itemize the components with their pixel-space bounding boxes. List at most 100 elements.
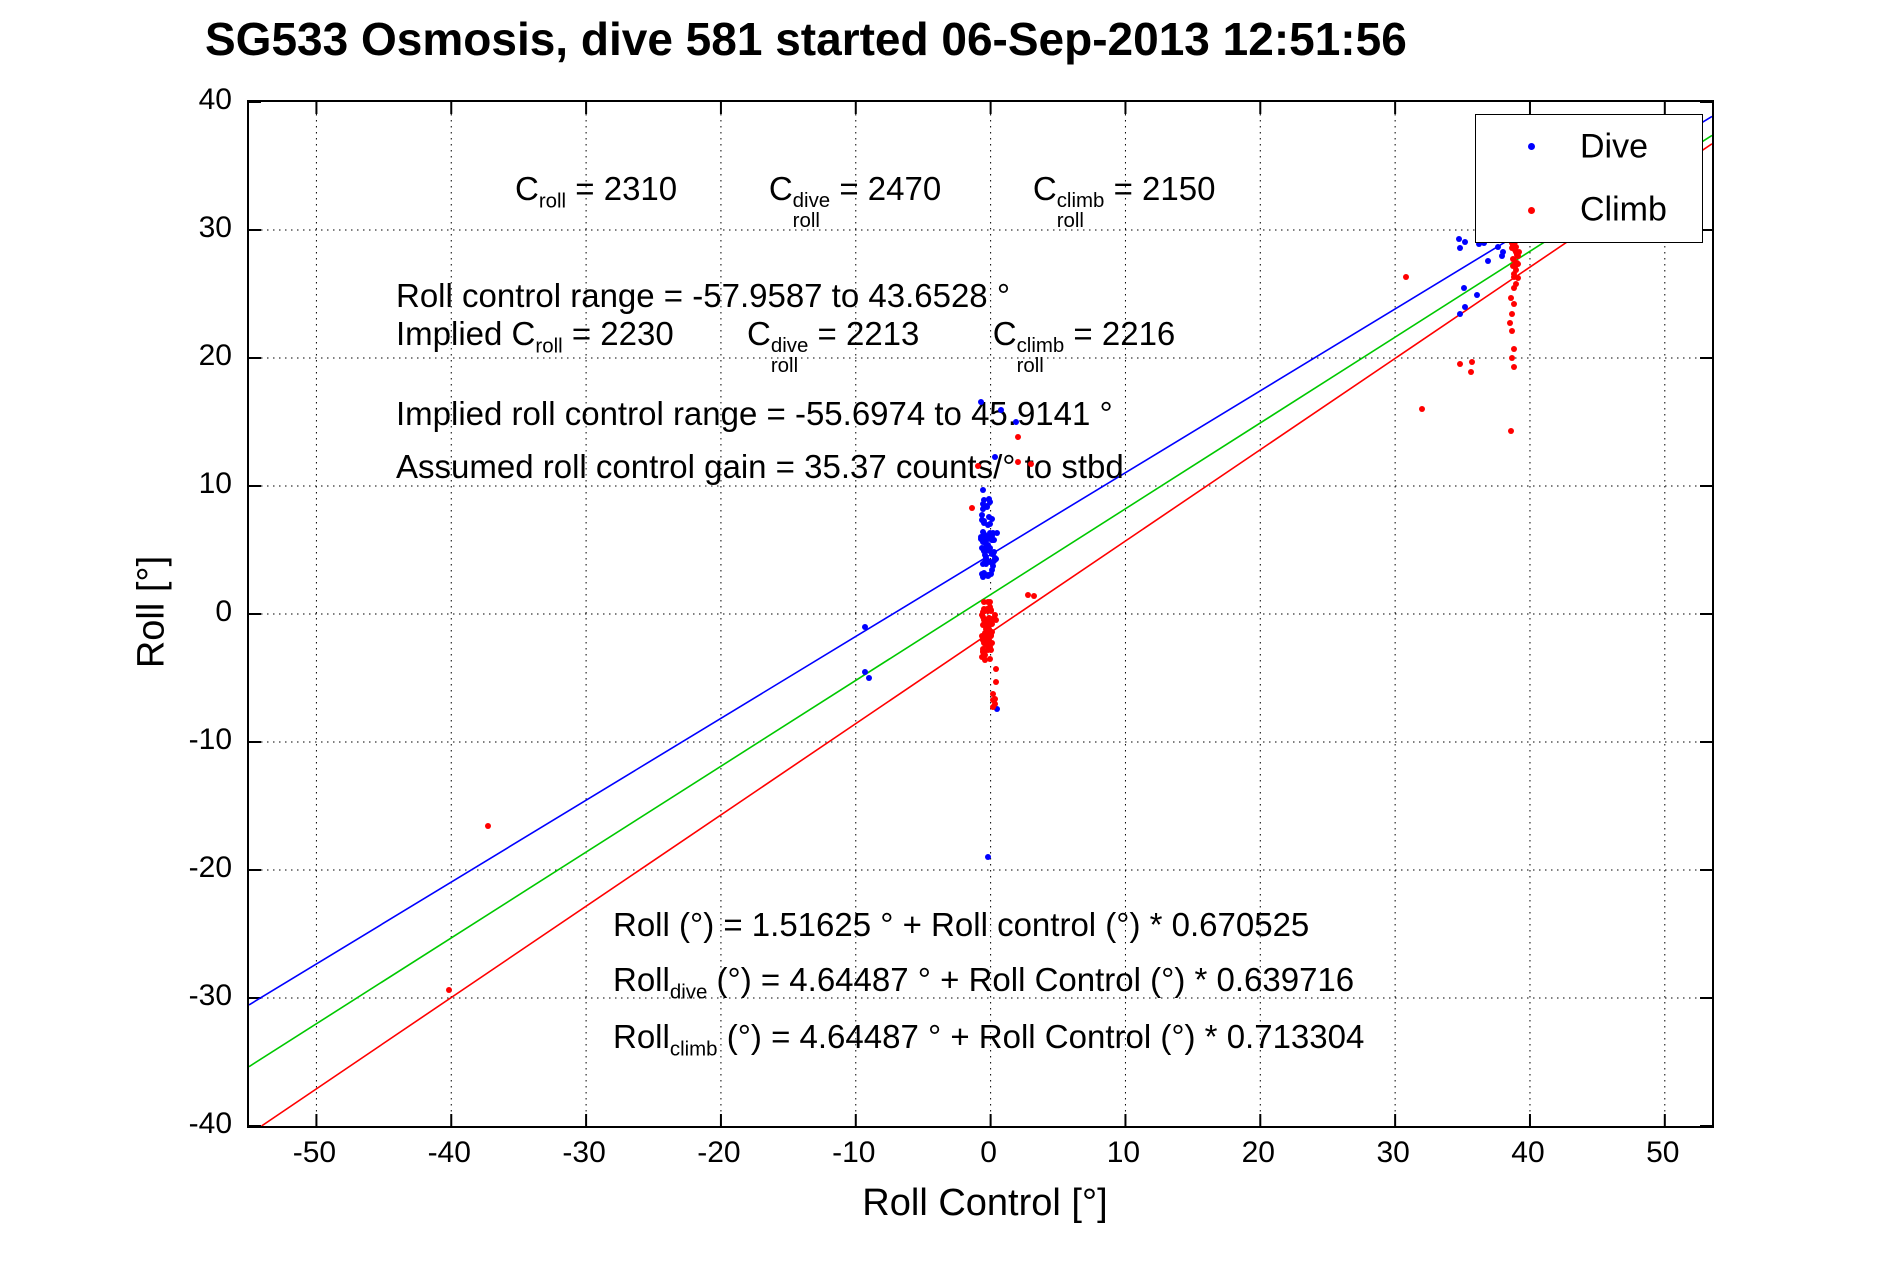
x-tick-label: -10 [832,1136,876,1169]
dive-data-point [986,559,993,566]
x-axis-label: Roll Control [°] [862,1182,1108,1224]
dive-data-point [989,563,996,570]
dive-data-point [1494,243,1501,250]
climb-data-point [1511,284,1518,291]
climb-data-point [1509,311,1516,318]
climb-data-point [1467,369,1474,376]
climb-data-point [980,647,987,654]
dive-data-point [979,516,986,523]
dive-data-point [987,499,994,506]
dive-data-point [977,535,984,542]
climb-data-point [1509,328,1516,335]
dive-data-point [984,572,991,579]
dive-data-point [981,547,988,554]
climb-data-point [982,651,989,658]
dive-data-point [987,530,994,537]
climb-data-point [1513,261,1520,268]
x-tick-label: 10 [1106,1136,1141,1169]
climb-data-point [992,612,999,619]
climb-data-point [986,615,993,622]
dive-data-point [1500,248,1506,255]
climb-data-point [1510,346,1517,353]
dive-data-point [982,533,989,540]
dive-data-point [988,516,995,522]
climb-data-point [987,630,994,637]
climb-data-point [985,637,992,644]
dive-data-point [986,513,993,520]
legend-box: Dive Climb [1475,114,1703,243]
dive-data-point [980,538,987,545]
y-tick-label: 30 [198,211,232,244]
dive-data-point [979,487,986,494]
y-tick-label: 40 [198,83,232,116]
climb-data-point [1014,458,1021,465]
annotation-fit-climb: Rollclimb (°) = 4.64487 ° + Roll Control… [613,1018,1365,1061]
climb-data-point [1510,363,1517,370]
climb-marker-icon [1528,206,1535,214]
dive-data-point [1462,238,1469,245]
dive-data-point [988,570,995,577]
dive-data-point [989,567,996,574]
dive-data-point [1460,284,1467,291]
climb-data-point [982,657,989,664]
y-tick-label: -30 [188,979,232,1012]
climb-data-point [1508,427,1515,434]
climb-data-point [1030,593,1037,600]
climb-data-point [1515,274,1522,281]
climb-data-point [991,695,998,702]
x-tick-label: 50 [1646,1136,1680,1169]
x-tick-label: 20 [1241,1136,1275,1169]
climb-data-point [1402,274,1409,281]
climb-data-point [1510,256,1517,263]
climb-data-point [992,617,999,624]
y-tick-label: -40 [188,1107,232,1140]
climb-data-point [1511,242,1518,249]
plot-svg [249,102,1712,1126]
dive-data-point [1485,257,1492,264]
climb-data-point [981,619,988,626]
climb-data-point [1456,361,1463,368]
legend-item-dive: Dive [1476,115,1702,179]
x-tick-label: -20 [697,1136,741,1169]
dive-data-point [980,500,987,507]
climb-data-point [1511,274,1518,281]
climb-data-point [975,462,982,469]
climb-data-point [1468,358,1475,365]
dive-data-point [984,502,991,509]
x-tick-label: -50 [292,1136,337,1169]
dive-data-point [979,573,986,580]
climb-data-point [979,654,986,661]
dive-marker-icon [1528,143,1535,151]
y-tick-label: 20 [198,339,232,372]
climb-data-point [1025,591,1032,598]
climb-data-point [986,656,993,663]
climb-data-point [992,665,999,672]
annotation-gain: Assumed roll control gain = 35.37 counts… [396,448,1124,485]
dive-data-point [987,544,994,551]
dive-data-point [981,497,988,504]
climb-data-point [1028,461,1035,468]
climb-data-point [1510,271,1517,278]
climb-data-point [993,679,1000,686]
climb-data-point [982,642,989,649]
chart-title: SG533 Osmosis, dive 581 started 06-Sep-2… [205,13,1407,65]
dive-data-point [1456,244,1463,251]
dive-data-point [978,398,985,405]
dive-data-point [988,536,995,543]
dive-data-point [994,705,1001,712]
dive-data-point [1013,419,1020,425]
dive-data-point [862,668,869,675]
x-tick-label: 30 [1376,1136,1410,1169]
climb-data-point [987,598,994,605]
dive-data-point [982,561,989,568]
dive-data-point [1462,303,1469,310]
x-tick-label: -30 [562,1136,606,1169]
climb-data-point [1419,406,1426,413]
climb-data-point [968,504,975,511]
climb-data-point [979,632,986,639]
annotation-implied-range: Implied roll control range = -55.6974 to… [396,395,1113,432]
annotation-fit-dive: Rolldive (°) = 4.64487 ° + Roll Control … [613,961,1355,1004]
climb-data-point [990,704,997,711]
